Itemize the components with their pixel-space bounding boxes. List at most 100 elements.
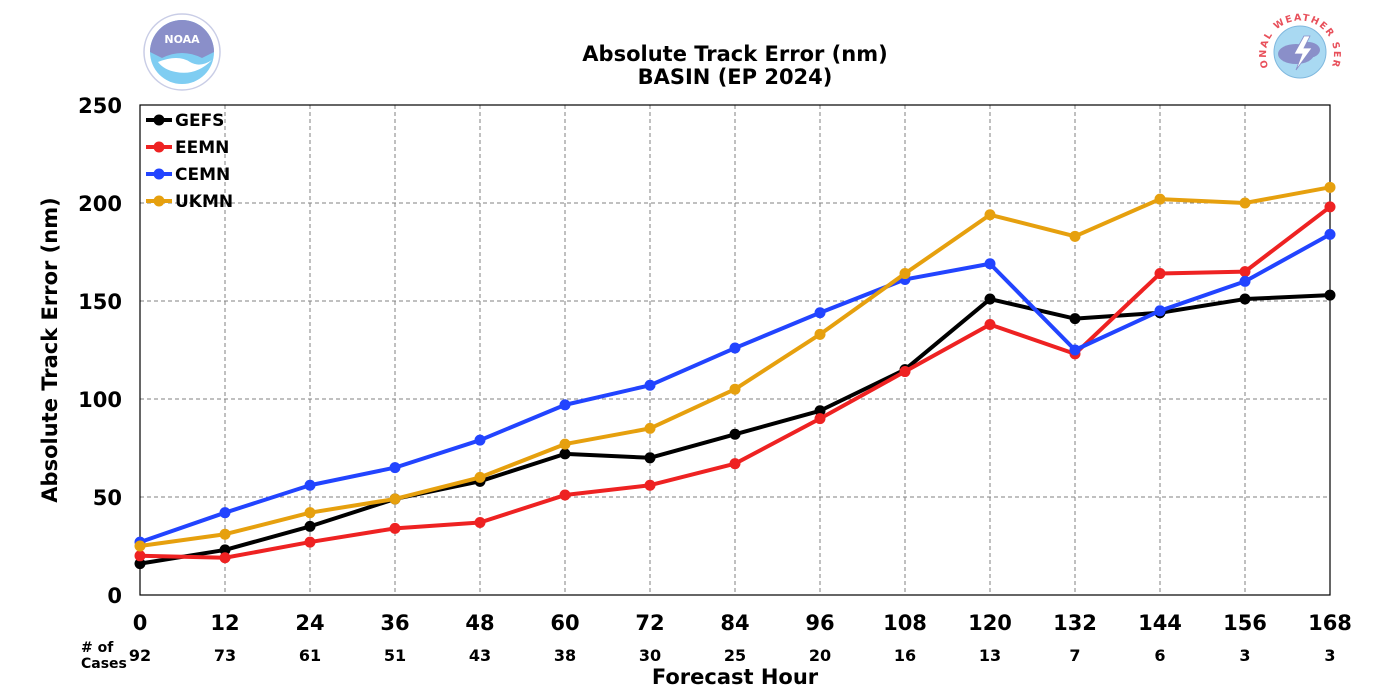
data-point-eemn xyxy=(559,489,571,501)
data-point-gefs xyxy=(559,448,571,460)
case-count: 61 xyxy=(299,646,321,665)
legend-label-eemn: EEMN xyxy=(175,138,229,158)
data-point-cemn xyxy=(474,434,486,446)
data-point-ukmn xyxy=(814,328,826,340)
data-point-gefs xyxy=(304,520,316,532)
case-count: 13 xyxy=(979,646,1001,665)
case-count: 73 xyxy=(214,646,236,665)
data-point-gefs xyxy=(984,293,996,305)
case-counts: 92 73 61 51 43 38 30 25 20 16 13 7 6 3 3 xyxy=(129,646,1336,665)
y-tick-labels: 0 50 100 150 200 250 xyxy=(78,94,122,608)
x-tick-label: 72 xyxy=(635,611,664,635)
data-point-eemn xyxy=(389,522,401,534)
legend-label-gefs: GEFS xyxy=(175,111,224,131)
data-point-eemn xyxy=(644,479,656,491)
chart-title: Absolute Track Error (nm) xyxy=(582,42,887,66)
y-tick-label: 100 xyxy=(78,388,122,412)
data-point-ukmn xyxy=(389,493,401,505)
data-point-cemn xyxy=(1069,344,1081,356)
legend-label-ukmn: UKMN xyxy=(175,192,233,212)
x-tick-label: 120 xyxy=(968,611,1012,635)
noaa-logo-icon: NOAA xyxy=(143,13,221,91)
case-count: 38 xyxy=(554,646,576,665)
legend-marker-eemn xyxy=(153,141,165,153)
data-point-cemn xyxy=(984,258,996,270)
data-point-eemn xyxy=(984,319,996,331)
x-tick-label: 132 xyxy=(1053,611,1097,635)
data-point-gefs xyxy=(729,428,741,440)
data-point-eemn xyxy=(474,516,486,528)
data-point-cemn xyxy=(389,462,401,474)
x-tick-label: 24 xyxy=(295,611,324,635)
x-tick-label: 144 xyxy=(1138,611,1182,635)
x-tick-label: 48 xyxy=(465,611,494,635)
chart-subtitle: BASIN (EP 2024) xyxy=(638,65,833,89)
case-count: 16 xyxy=(894,646,916,665)
x-tick-label: 156 xyxy=(1223,611,1267,635)
x-tick-label: 108 xyxy=(883,611,927,635)
data-point-eemn xyxy=(814,413,826,425)
data-point-eemn xyxy=(1324,201,1336,213)
data-point-ukmn xyxy=(1324,181,1336,193)
y-tick-label: 150 xyxy=(78,290,122,314)
data-point-cemn xyxy=(219,507,231,519)
data-point-ukmn xyxy=(1069,230,1081,242)
x-tick-label: 36 xyxy=(380,611,409,635)
data-point-ukmn xyxy=(1154,193,1166,205)
x-tick-label: 168 xyxy=(1308,611,1352,635)
data-point-gefs xyxy=(644,452,656,464)
legend-item-cemn: CEMN xyxy=(146,165,230,185)
x-tick-label: 60 xyxy=(550,611,579,635)
cases-label-line2: Cases xyxy=(81,656,127,672)
data-point-gefs xyxy=(219,544,231,556)
case-count: 43 xyxy=(469,646,491,665)
case-count: 92 xyxy=(129,646,151,665)
x-tick-labels: 0 12 24 36 48 60 72 84 96 108 120 132 144 156 168 xyxy=(133,611,1352,635)
data-point-cemn xyxy=(1324,228,1336,240)
x-tick-label: 96 xyxy=(805,611,834,635)
y-axis-label: Absolute Track Error (nm) xyxy=(38,197,62,502)
data-point-gefs xyxy=(1239,293,1251,305)
y-tick-label: 50 xyxy=(93,486,122,510)
case-count: 3 xyxy=(1324,646,1335,665)
case-count: 51 xyxy=(384,646,406,665)
plot-frame xyxy=(139,104,1331,596)
data-point-ukmn xyxy=(219,528,231,540)
series-cemn xyxy=(134,228,1336,548)
case-count: 3 xyxy=(1239,646,1250,665)
legend-item-ukmn: UKMN xyxy=(146,192,233,212)
grid-lines xyxy=(140,105,1330,595)
data-point-cemn xyxy=(1239,275,1251,287)
series-lines xyxy=(134,181,1336,570)
data-point-gefs xyxy=(1069,313,1081,325)
data-point-ukmn xyxy=(474,471,486,483)
y-tick-label: 250 xyxy=(78,94,122,118)
legend-marker-cemn xyxy=(153,168,165,180)
case-count: 30 xyxy=(639,646,661,665)
legend-item-eemn: EEMN xyxy=(146,138,229,158)
data-point-ukmn xyxy=(134,540,146,552)
case-count: 25 xyxy=(724,646,746,665)
case-count: 7 xyxy=(1069,646,1080,665)
data-point-eemn xyxy=(729,458,741,470)
cases-label-line1: # of xyxy=(81,640,114,656)
data-point-eemn xyxy=(219,552,231,564)
x-tick-label: 12 xyxy=(210,611,239,635)
y-tick-label: 200 xyxy=(78,192,122,216)
data-point-eemn xyxy=(1239,266,1251,278)
data-point-cemn xyxy=(644,379,656,391)
case-count: 20 xyxy=(809,646,831,665)
legend: GEFS EEMN CEMN UKMN xyxy=(146,111,233,212)
noaa-logo-text: NOAA xyxy=(164,33,200,46)
data-point-cemn xyxy=(559,399,571,411)
data-point-ukmn xyxy=(729,383,741,395)
data-point-ukmn xyxy=(984,209,996,221)
data-point-gefs xyxy=(814,405,826,417)
x-axis-label: Forecast Hour xyxy=(652,665,819,689)
data-point-cemn xyxy=(814,307,826,319)
legend-label-cemn: CEMN xyxy=(175,165,230,185)
data-point-eemn xyxy=(1154,268,1166,280)
data-point-ukmn xyxy=(559,438,571,450)
data-point-ukmn xyxy=(304,507,316,519)
